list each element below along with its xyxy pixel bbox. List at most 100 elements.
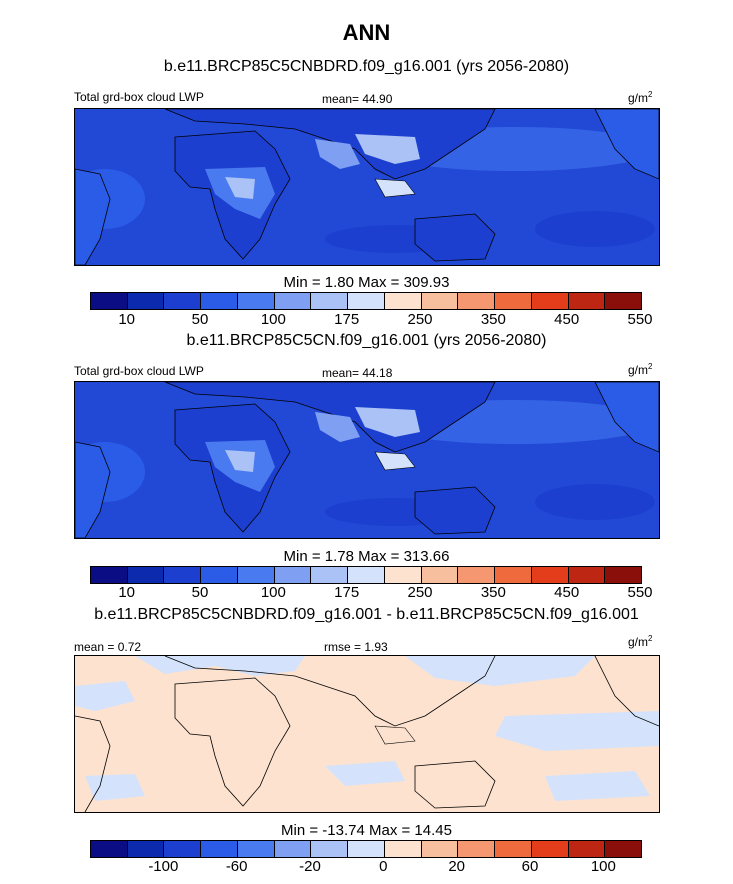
panel3-neg-north	[135, 656, 305, 676]
colorbar-tick-label: 10	[118, 584, 135, 601]
panel2-colorbar	[90, 566, 642, 584]
panel2-australia	[414, 486, 496, 535]
colorbar-swatch	[421, 567, 459, 583]
colorbar-swatch	[495, 841, 532, 857]
colorbar-tick-label: 350	[480, 584, 506, 601]
panel2-ocean-dark	[535, 484, 655, 520]
panel1-minmax: Min = 1.80 Max = 309.93	[283, 274, 450, 291]
colorbar-swatch	[274, 293, 312, 309]
panel2-minmax: Min = 1.78 Max = 313.66	[283, 548, 450, 565]
panel1-colorbar	[90, 292, 642, 310]
panel2-colorbar-labels: 10 50 100 175 250 350 450 550	[0, 584, 733, 604]
colorbar-swatch	[568, 567, 606, 583]
colorbar-tick-label: 100	[590, 858, 616, 875]
panel1-map	[74, 108, 660, 266]
colorbar-swatch	[311, 567, 349, 583]
colorbar-tick-label: 250	[407, 584, 433, 601]
panel2-africa-peak	[225, 450, 255, 472]
colorbar-swatch	[605, 293, 642, 309]
panel1-maritime	[374, 178, 416, 198]
colorbar-swatch	[348, 293, 385, 309]
panel3-minmax: Min = -13.74 Max = 14.45	[281, 822, 452, 839]
panel1-ocean-dark	[535, 211, 655, 247]
panel3-neg-atlantic	[85, 774, 145, 801]
colorbar-swatch	[568, 293, 606, 309]
colorbar-swatch	[127, 293, 165, 309]
colorbar-tick-label: 250	[407, 311, 433, 328]
panel3-units-text: g/m	[628, 635, 649, 649]
colorbar-tick-label: 0	[379, 858, 388, 875]
panel2-map	[74, 381, 660, 539]
colorbar-swatch	[458, 293, 496, 309]
panel2-india	[315, 412, 360, 442]
panel3-maritime-coast	[374, 725, 416, 745]
panel1-case-title: b.e11.BRCP85C5CNBDRD.f09_g16.001 (yrs 20…	[163, 58, 570, 75]
panel1-variable-label: Total grd-box cloud LWP	[74, 90, 204, 104]
colorbar-tick-label: 175	[334, 311, 360, 328]
colorbar-swatch	[421, 293, 459, 309]
panel3-case-title: b.e11.BRCP85C5CNBDRD.f09_g16.001 - b.e11…	[94, 606, 639, 623]
panel2-eurasia	[164, 382, 496, 453]
colorbar-swatch	[348, 841, 385, 857]
panel2-map-svg	[75, 382, 659, 538]
panel3-units-sup: 2	[648, 634, 653, 643]
colorbar-tick-label: 60	[521, 858, 539, 875]
panel2-se-asia	[355, 407, 420, 437]
panel3-africa-coast	[174, 677, 291, 807]
panel3-neg-pacific	[405, 656, 595, 686]
colorbar-swatch	[311, 841, 349, 857]
colorbar-swatch	[91, 567, 128, 583]
panel3-neg-indian	[325, 761, 405, 786]
colorbar-tick-label: -20	[299, 858, 321, 875]
panel1-india	[315, 139, 360, 169]
panel1-australia	[414, 213, 496, 262]
colorbar-tick-label: 50	[191, 584, 209, 601]
colorbar-tick-label: 10	[118, 311, 135, 328]
colorbar-swatch	[274, 567, 312, 583]
colorbar-swatch	[164, 841, 202, 857]
panel3-neg-west	[75, 681, 135, 711]
colorbar-swatch	[384, 567, 422, 583]
panel3-neg-south-pacific	[545, 771, 650, 801]
panel3-mean-label: mean = 0.72	[74, 640, 142, 654]
panel1-map-svg	[75, 109, 659, 265]
colorbar-swatch	[164, 293, 202, 309]
colorbar-swatch	[274, 841, 312, 857]
panel3-australia-coast	[414, 760, 496, 809]
panel1-americas	[594, 109, 659, 180]
panel3-colorbar-labels: -100 -60 -20 0 20 60 100	[0, 858, 733, 878]
panel3-map-svg	[75, 656, 659, 812]
panel3-south-america-coast	[75, 715, 111, 812]
panel2-variable-label: Total grd-box cloud LWP	[74, 364, 204, 378]
colorbar-tick-label: -60	[225, 858, 248, 875]
colorbar-tick-label: -100	[148, 858, 179, 875]
panel3-map	[74, 655, 660, 813]
colorbar-tick-label: 550	[627, 584, 653, 601]
panel1-units-sup: 2	[648, 90, 653, 99]
colorbar-tick-label: 550	[627, 311, 653, 328]
panel1-eurasia	[164, 109, 496, 180]
colorbar-swatch	[495, 293, 532, 309]
panel3-units: g/m2	[628, 634, 652, 649]
colorbar-swatch	[458, 567, 496, 583]
colorbar-swatch	[495, 567, 532, 583]
colorbar-swatch	[127, 567, 165, 583]
panel2-units: g/m2	[628, 362, 652, 377]
colorbar-swatch	[201, 293, 238, 309]
colorbar-swatch	[421, 841, 459, 857]
colorbar-tick-label: 450	[554, 311, 580, 328]
panel3-rmse-label: rmse = 1.93	[324, 640, 388, 654]
colorbar-swatch	[237, 841, 275, 857]
colorbar-swatch	[531, 567, 569, 583]
colorbar-tick-label: 175	[334, 584, 360, 601]
colorbar-tick-label: 100	[260, 311, 286, 328]
colorbar-swatch	[201, 841, 238, 857]
figure-title: ANN	[342, 20, 391, 45]
colorbar-swatch	[348, 567, 385, 583]
panel1-se-asia	[355, 134, 420, 164]
panel3-eurasia-coast	[164, 656, 496, 727]
colorbar-swatch	[91, 293, 128, 309]
panel2-south-america	[75, 441, 111, 538]
colorbar-swatch	[201, 567, 238, 583]
colorbar-swatch	[311, 293, 349, 309]
